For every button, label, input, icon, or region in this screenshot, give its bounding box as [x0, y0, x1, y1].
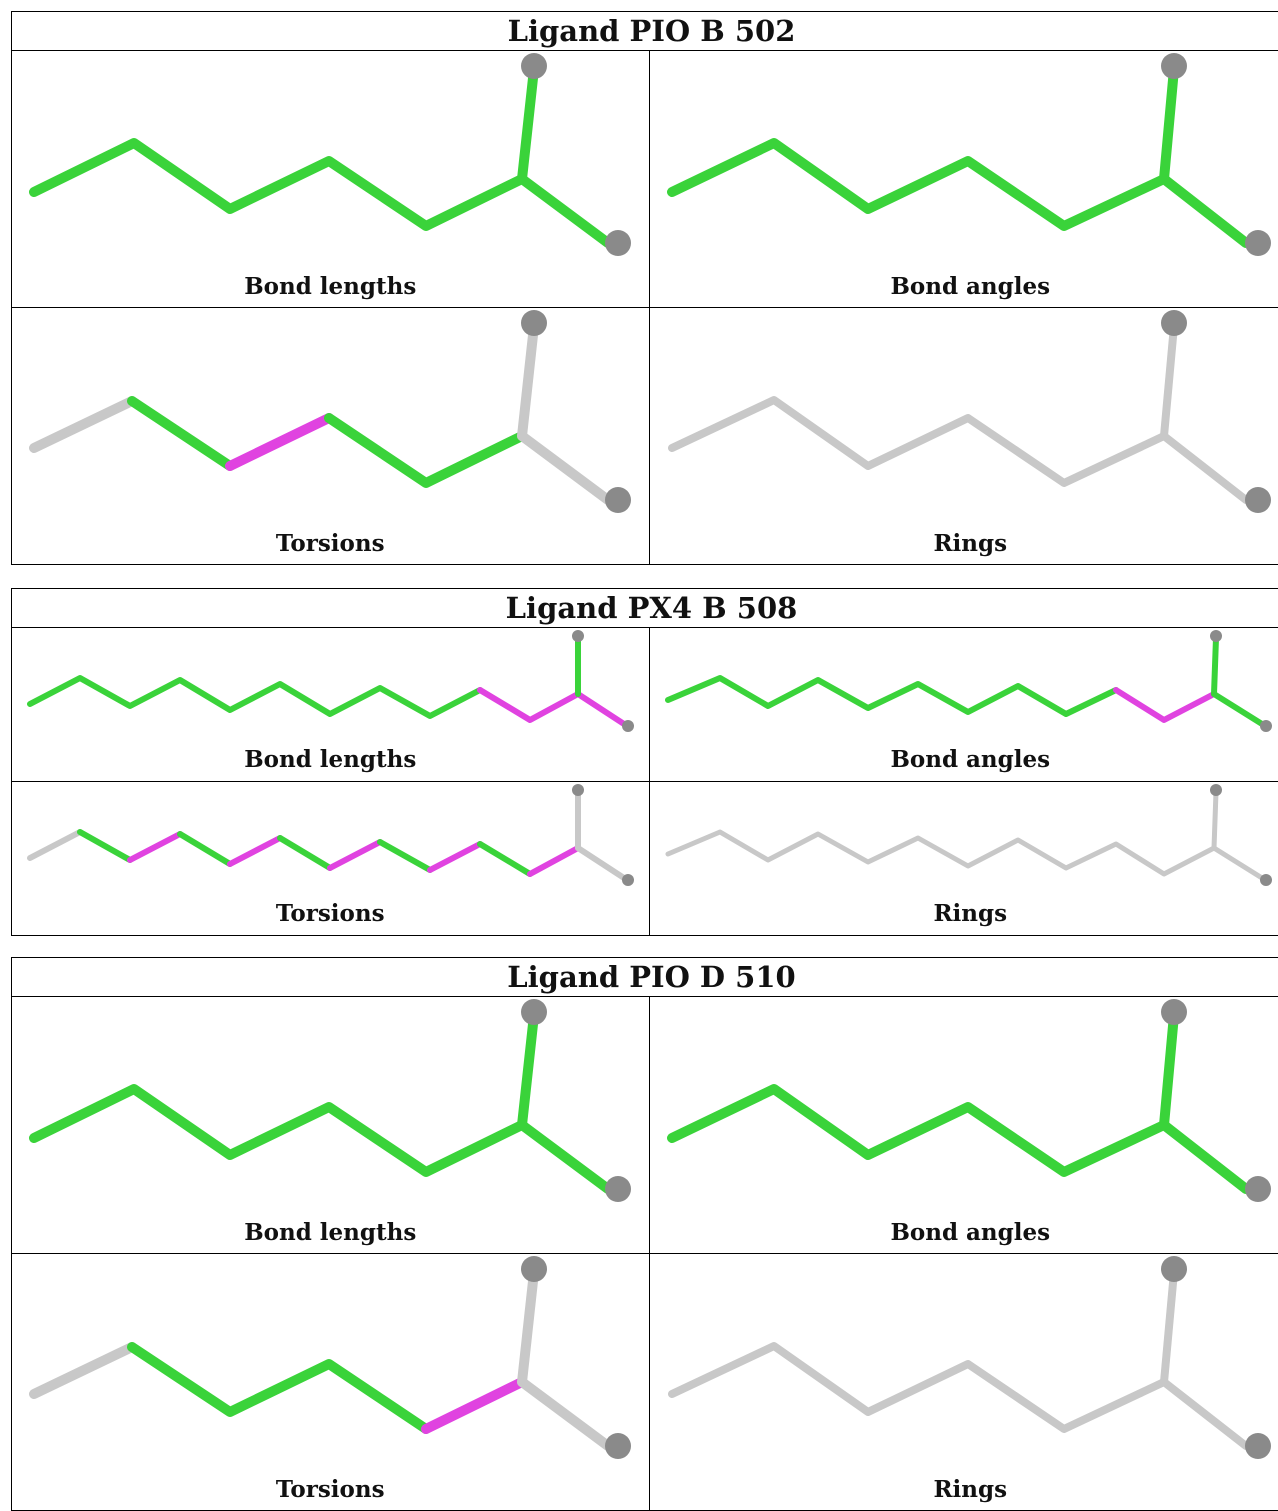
rings-view: Rings — [650, 1254, 1278, 1510]
torsions-structure — [12, 308, 650, 564]
caption-torsions: Torsions — [12, 530, 649, 557]
ligand-panel-2: Ligand PX4 B 508 Bond lengths — [11, 588, 1278, 936]
caption-bond-angles: Bond angles — [650, 273, 1278, 300]
ligand-title: Ligand PIO D 510 — [12, 958, 1278, 997]
bond-lengths-view: Bond lengths — [12, 997, 650, 1253]
caption-rings: Rings — [650, 900, 1278, 927]
caption-bond-lengths: Bond lengths — [12, 273, 649, 300]
torsions-view: Torsions — [12, 1254, 650, 1510]
ligand-title: Ligand PX4 B 508 — [12, 589, 1278, 628]
torsions-structure — [12, 1254, 650, 1510]
caption-torsions: Torsions — [12, 900, 649, 927]
torsions-view: Torsions — [12, 308, 650, 564]
bond-angles-view: Bond angles — [650, 628, 1278, 781]
caption-torsions: Torsions — [12, 1476, 649, 1503]
rings-structure — [650, 1254, 1278, 1510]
bond-lengths-structure — [12, 51, 650, 307]
bond-angles-view: Bond angles — [650, 997, 1278, 1253]
ligand-panel-1: Ligand PIO B 502 Bond lengths — [11, 11, 1278, 565]
caption-rings: Rings — [650, 1476, 1278, 1503]
bond-angles-structure — [650, 997, 1278, 1253]
caption-rings: Rings — [650, 530, 1278, 557]
bond-lengths-view: Bond lengths — [12, 51, 650, 307]
rings-view: Rings — [650, 782, 1278, 935]
torsions-view: Torsions — [12, 782, 650, 935]
bond-lengths-view: Bond lengths — [12, 628, 650, 781]
bond-angles-view: Bond angles — [650, 51, 1278, 307]
caption-bond-lengths: Bond lengths — [12, 1219, 649, 1246]
caption-bond-lengths: Bond lengths — [12, 746, 649, 773]
caption-bond-angles: Bond angles — [650, 746, 1278, 773]
bond-angles-structure — [650, 51, 1278, 307]
caption-bond-angles: Bond angles — [650, 1219, 1278, 1246]
bond-lengths-structure — [12, 997, 650, 1253]
rings-structure — [650, 308, 1278, 564]
rings-view: Rings — [650, 308, 1278, 564]
ligand-panel-3: Ligand PIO D 510 Bond lengths — [11, 957, 1278, 1511]
ligand-title: Ligand PIO B 502 — [12, 12, 1278, 51]
